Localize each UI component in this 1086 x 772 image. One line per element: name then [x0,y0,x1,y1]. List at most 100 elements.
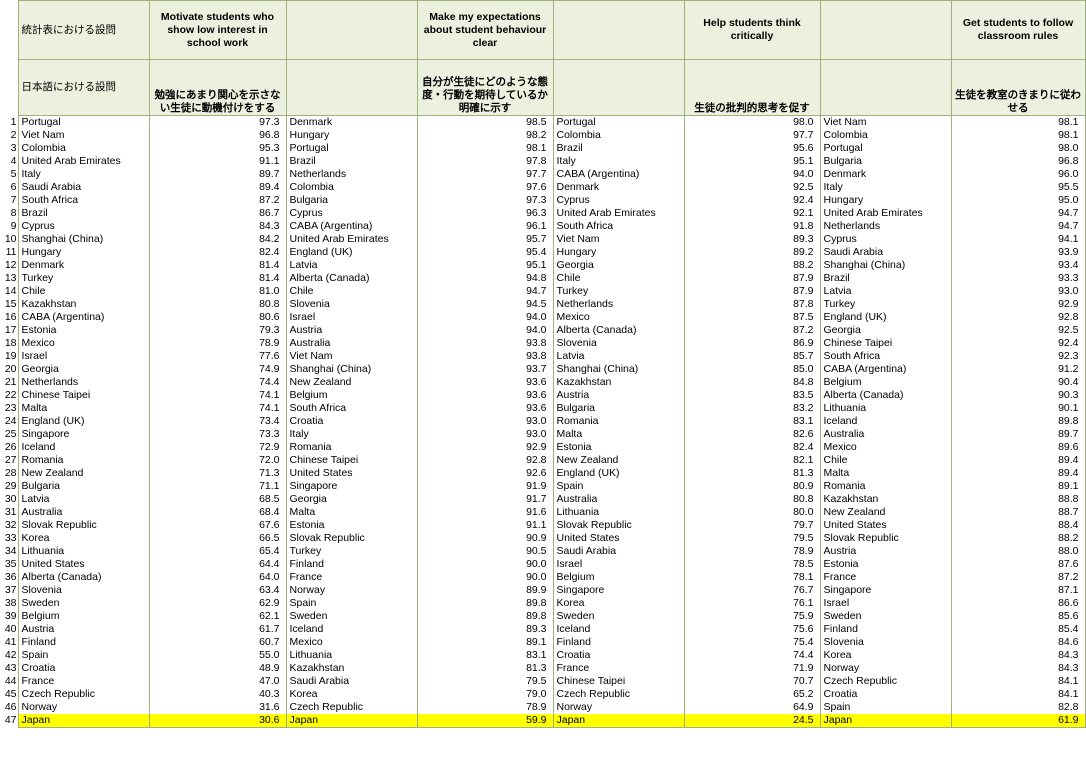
score-cell[interactable]: 87.2 [148,194,287,207]
country-cell[interactable]: Croatia [552,649,685,662]
country-cell[interactable]: Turkey [819,298,952,311]
score-cell[interactable]: 84.3 [950,649,1086,662]
country-cell[interactable]: Norway [552,701,685,714]
score-cell[interactable]: 94.1 [950,233,1086,246]
score-cell[interactable]: 61.7 [148,623,287,636]
country-cell[interactable]: Cyprus [285,207,418,220]
score-cell[interactable]: 55.0 [148,649,287,662]
country-cell[interactable]: Saudi Arabia [285,675,418,688]
country-cell[interactable]: Brazil [819,272,952,285]
score-cell[interactable]: 80.8 [683,493,821,506]
score-cell[interactable]: 88.7 [950,506,1086,519]
score-cell[interactable]: 89.1 [416,636,554,649]
header-blank-cell[interactable] [552,59,685,116]
score-cell[interactable]: 94.7 [950,207,1086,220]
header-blank-cell[interactable] [285,0,418,60]
score-cell[interactable]: 97.6 [416,181,554,194]
country-cell[interactable]: Norway [17,701,150,714]
header-q1-en[interactable]: Motivate students who show low interest … [148,0,287,60]
score-cell[interactable]: 92.4 [950,337,1086,350]
country-cell[interactable]: Alberta (Canada) [285,272,418,285]
country-cell[interactable]: Chinese Taipei [819,337,952,350]
country-cell[interactable]: Croatia [819,688,952,701]
country-cell[interactable]: Norway [285,584,418,597]
score-cell[interactable]: 87.8 [683,298,821,311]
country-cell[interactable]: Georgia [17,363,150,376]
country-cell[interactable]: CABA (Argentina) [552,168,685,181]
score-cell[interactable]: 90.0 [416,571,554,584]
score-cell[interactable]: 94.5 [416,298,554,311]
country-cell[interactable]: Belgium [552,571,685,584]
country-cell[interactable]: United States [285,467,418,480]
score-cell[interactable]: 88.2 [683,259,821,272]
country-cell[interactable]: Viet Nam [552,233,685,246]
country-cell[interactable]: Denmark [17,259,150,272]
score-cell[interactable]: 83.2 [683,402,821,415]
header-q3-jp[interactable]: 生徒の批判的思考を促す [683,59,821,116]
score-cell[interactable]: 91.8 [683,220,821,233]
country-cell[interactable]: Slovenia [17,584,150,597]
score-cell[interactable]: 95.1 [683,155,821,168]
country-cell[interactable]: Estonia [552,441,685,454]
score-cell[interactable]: 65.4 [148,545,287,558]
score-cell[interactable]: 92.6 [416,467,554,480]
score-cell[interactable]: 96.3 [416,207,554,220]
score-cell[interactable]: 82.6 [683,428,821,441]
score-cell[interactable]: 40.3 [148,688,287,701]
country-cell[interactable]: Slovak Republic [552,519,685,532]
country-cell[interactable]: Austria [17,623,150,636]
score-cell[interactable]: 93.6 [416,389,554,402]
score-cell[interactable]: 91.1 [416,519,554,532]
country-cell[interactable]: Romania [17,454,150,467]
score-cell[interactable]: 89.8 [416,610,554,623]
country-cell[interactable]: Chile [17,285,150,298]
header-blank-cell[interactable] [819,59,952,116]
score-cell[interactable]: 78.5 [683,558,821,571]
country-cell[interactable]: Denmark [552,181,685,194]
score-cell[interactable]: 96.8 [950,155,1086,168]
score-cell[interactable]: 74.4 [683,649,821,662]
score-cell[interactable]: 61.9 [950,714,1086,728]
country-cell[interactable]: Belgium [285,389,418,402]
country-cell[interactable]: Shanghai (China) [819,259,952,272]
country-cell[interactable]: Estonia [285,519,418,532]
score-cell[interactable]: 80.0 [683,506,821,519]
score-cell[interactable]: 86.9 [683,337,821,350]
country-cell[interactable]: Spain [819,701,952,714]
country-cell[interactable]: Romania [285,441,418,454]
country-cell[interactable]: Mexico [17,337,150,350]
country-cell[interactable]: Saudi Arabia [552,545,685,558]
score-cell[interactable]: 97.3 [148,115,287,129]
score-cell[interactable]: 70.7 [683,675,821,688]
score-cell[interactable]: 93.0 [416,415,554,428]
score-cell[interactable]: 62.9 [148,597,287,610]
country-cell[interactable]: France [819,571,952,584]
score-cell[interactable]: 47.0 [148,675,287,688]
score-cell[interactable]: 89.3 [683,233,821,246]
country-cell[interactable]: Sweden [285,610,418,623]
country-cell[interactable]: Brazil [17,207,150,220]
score-cell[interactable]: 65.2 [683,688,821,701]
score-cell[interactable]: 84.1 [950,675,1086,688]
score-cell[interactable]: 98.0 [683,115,821,129]
score-cell[interactable]: 78.9 [148,337,287,350]
score-cell[interactable]: 88.0 [950,545,1086,558]
country-cell[interactable]: Bulgaria [285,194,418,207]
country-cell[interactable]: Turkey [552,285,685,298]
score-cell[interactable]: 79.7 [683,519,821,532]
score-cell[interactable]: 82.1 [683,454,821,467]
score-cell[interactable]: 94.0 [416,311,554,324]
score-cell[interactable]: 96.0 [950,168,1086,181]
country-cell[interactable]: Slovenia [285,298,418,311]
header-label-japanese[interactable]: 日本語における設問 [17,59,150,116]
score-cell[interactable]: 91.2 [950,363,1086,376]
country-cell[interactable]: Portugal [819,142,952,155]
score-cell[interactable]: 94.7 [950,220,1086,233]
score-cell[interactable]: 80.8 [148,298,287,311]
header-q4-en[interactable]: Get students to follow classroom rules [950,0,1086,60]
country-cell[interactable]: France [552,662,685,675]
country-cell[interactable]: Colombia [285,181,418,194]
score-cell[interactable]: 97.8 [416,155,554,168]
score-cell[interactable]: 79.5 [683,532,821,545]
score-cell[interactable]: 93.0 [950,285,1086,298]
